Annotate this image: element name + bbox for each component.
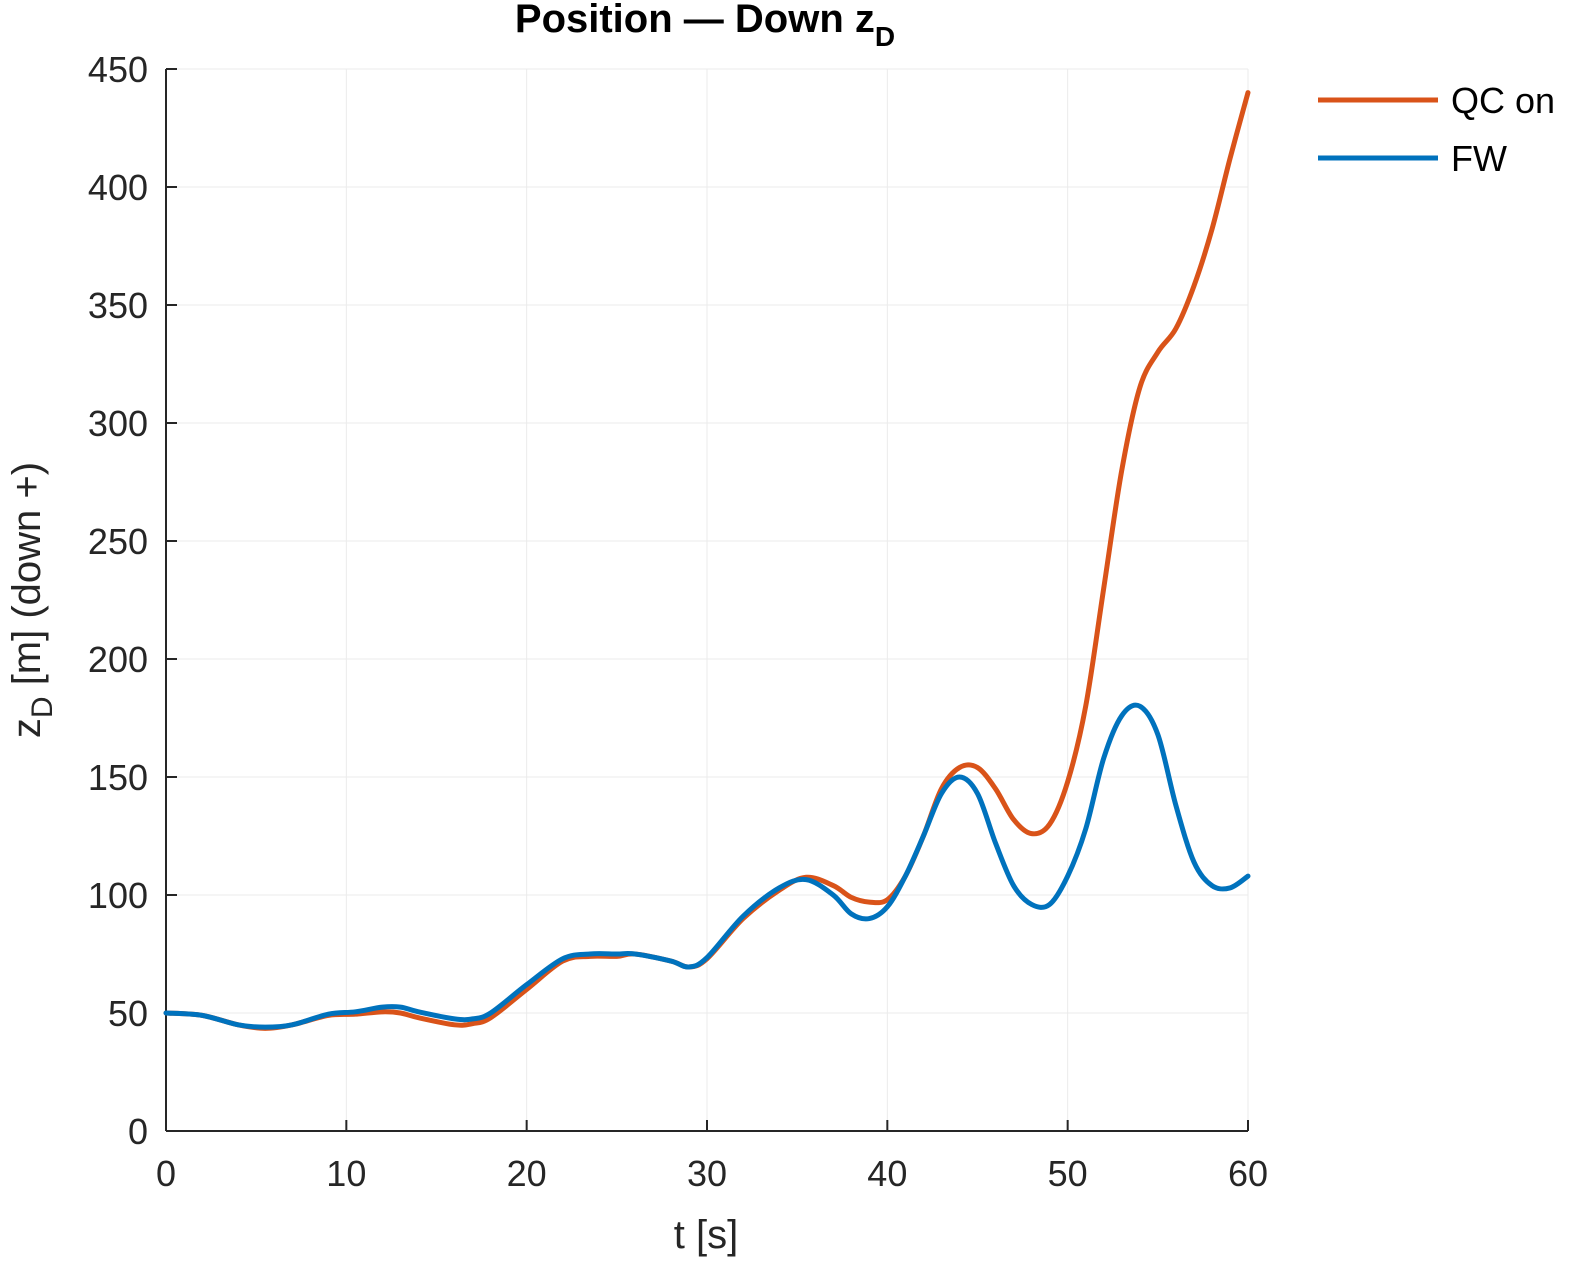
chart-title-subscript: D bbox=[875, 21, 895, 52]
axis-ticks: 0 10 20 30 40 50 60 0 50 100 150 200 250 300 350 400 450 bbox=[88, 49, 1268, 1194]
y-tick-label: 350 bbox=[88, 285, 148, 326]
y-tick-label: 400 bbox=[88, 167, 148, 208]
x-tick-label: 60 bbox=[1228, 1153, 1268, 1194]
y-tick-label: 450 bbox=[88, 49, 148, 90]
x-axis-label: t [s] bbox=[674, 1213, 738, 1257]
y-tick-label: 150 bbox=[88, 757, 148, 798]
y-axis-label-rest: [m] (down +) bbox=[5, 462, 49, 697]
grid bbox=[165, 68, 1249, 1132]
y-axis-label: zD [m] (down +) bbox=[5, 462, 59, 738]
series-line-fw bbox=[163, 702, 1251, 1030]
y-axis-label-main: z bbox=[5, 718, 49, 738]
y-tick-label: 300 bbox=[88, 403, 148, 444]
x-tick-label: 10 bbox=[326, 1153, 366, 1194]
series-line-qc-on bbox=[163, 90, 1251, 1031]
x-tick-label: 30 bbox=[687, 1153, 727, 1194]
data-series bbox=[163, 90, 1251, 1031]
x-tick-label: 0 bbox=[156, 1153, 176, 1194]
y-tick-label: 200 bbox=[88, 639, 148, 680]
chart-title: Position — Down zD bbox=[515, 0, 895, 52]
y-tick-label: 0 bbox=[128, 1111, 148, 1152]
x-tick-label: 20 bbox=[507, 1153, 547, 1194]
legend-label-fw: FW bbox=[1451, 138, 1507, 179]
y-tick-label: 100 bbox=[88, 875, 148, 916]
y-tick-label: 50 bbox=[108, 993, 148, 1034]
chart-title-main: Position — Down z bbox=[515, 0, 875, 41]
x-tick-label: 50 bbox=[1048, 1153, 1088, 1194]
y-axis-label-subscript: D bbox=[26, 696, 59, 718]
legend-label-qc-on: QC on bbox=[1451, 80, 1555, 121]
y-tick-label: 250 bbox=[88, 521, 148, 562]
legend: QC on FW bbox=[1318, 80, 1555, 179]
x-tick-label: 40 bbox=[867, 1153, 907, 1194]
